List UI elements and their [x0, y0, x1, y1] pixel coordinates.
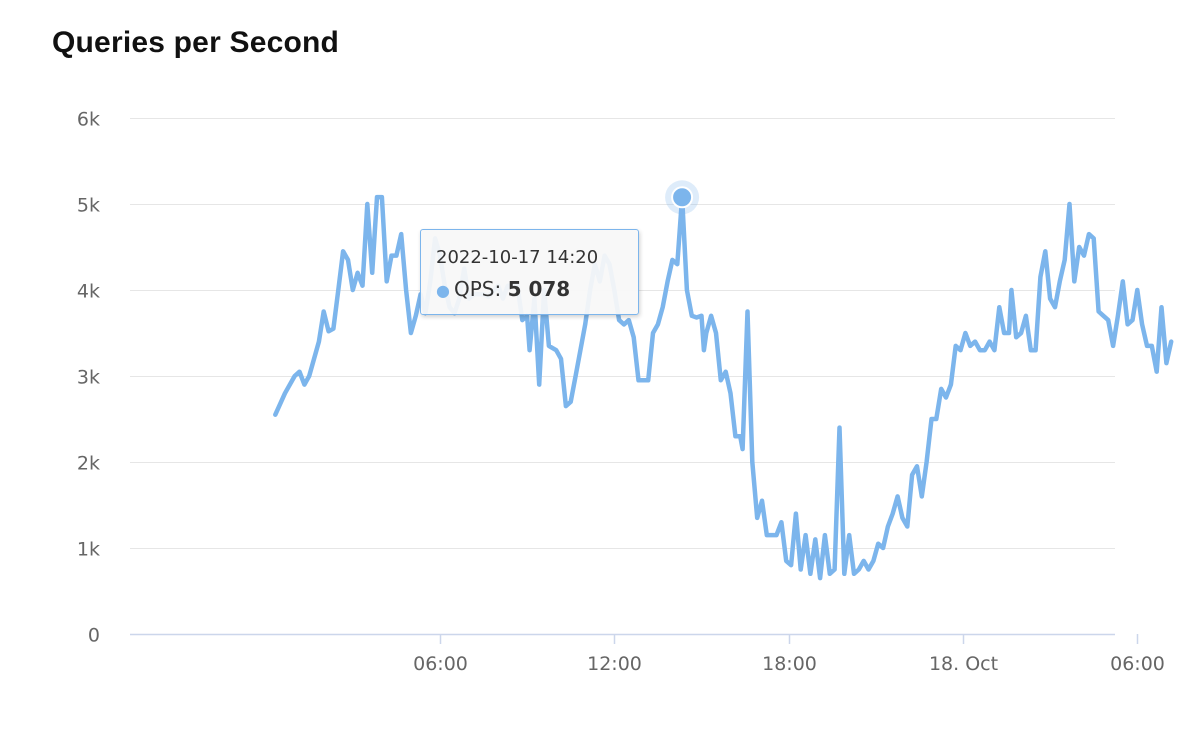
x-tick-label: 18. Oct	[929, 653, 998, 675]
y-tick-label: 1k	[77, 539, 100, 561]
tooltip-series-label: QPS:	[453, 277, 502, 301]
tooltip-row: ● QPS: 5 078	[436, 277, 570, 301]
x-tick-label: 18:00	[762, 653, 817, 675]
y-tick-label: 6k	[77, 109, 100, 131]
axis-layer: 0 1k 2k 3k 4k 5k 6k 06:00 12:00 18:00 18. Oct 06:00	[77, 109, 1165, 676]
tooltip: 2022-10-17 14:20 ● QPS: 5 078	[420, 229, 639, 315]
tooltip-date: 2022-10-17 14:20	[436, 247, 599, 268]
y-tick-label: 2k	[77, 453, 100, 475]
series-layer	[273, 194, 1174, 581]
series-dot-icon: ●	[436, 281, 450, 300]
tooltip-value: 5 078	[507, 277, 571, 301]
marker-layer	[665, 180, 700, 215]
y-tick-label: 3k	[77, 367, 100, 389]
y-tick-label: 4k	[77, 281, 100, 303]
chart-title: Queries per Second	[52, 26, 340, 59]
qps-series-line	[273, 194, 1174, 581]
y-tick-label: 5k	[77, 195, 100, 217]
x-tick-label: 06:00	[413, 653, 468, 675]
x-tick-label: 06:00	[1110, 653, 1165, 675]
hover-point-marker	[671, 186, 694, 209]
x-tick-label: 12:00	[587, 653, 642, 675]
y-tick-label: 0	[88, 625, 100, 647]
